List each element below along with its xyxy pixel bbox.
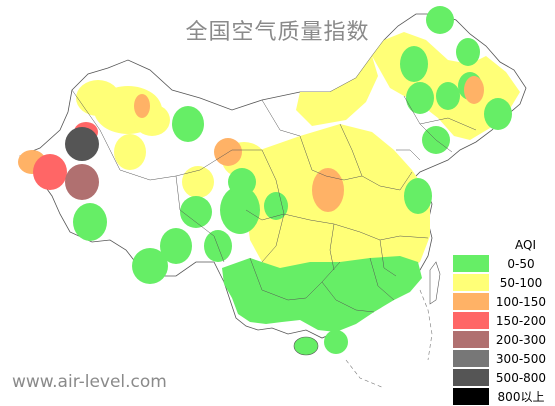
aqi-zone-500-800	[65, 127, 99, 161]
legend-item: 500-800	[453, 368, 553, 387]
site-watermark: www.air-level.com	[12, 372, 167, 392]
legend-item: 0-50	[453, 254, 553, 273]
legend-item: 300-500	[453, 349, 553, 368]
aqi-zone-100-150	[18, 76, 484, 212]
south-china-sea-lines	[345, 289, 433, 389]
legend-swatch	[453, 331, 489, 348]
legend-swatch	[453, 274, 489, 291]
legend-label: 300-500	[495, 351, 547, 366]
legend-swatch	[453, 369, 489, 386]
legend-swatch	[453, 312, 489, 329]
taiwan-island	[429, 261, 441, 305]
legend-label: 0-50	[507, 256, 535, 271]
legend-label: 800以上	[497, 390, 545, 404]
legend-label: 100-150	[495, 294, 547, 309]
aqi-zone-200-300	[65, 164, 99, 200]
legend-item: 100-150	[453, 292, 553, 311]
page-title: 全国空气质量指数	[185, 20, 370, 45]
legend-item: 150-200	[453, 311, 553, 330]
legend-item: 800以上	[453, 387, 553, 406]
province-borders	[71, 89, 477, 313]
legend-title: AQI	[515, 238, 536, 252]
aqi-legend: AQI 0-50 50-100 100-150 150-200 200-300 …	[453, 236, 553, 406]
legend-label: 500-800	[495, 370, 547, 385]
legend-swatch	[453, 350, 489, 367]
legend-label: 200-300	[495, 332, 547, 347]
legend-label: 50-100	[499, 275, 543, 290]
legend-item: 200-300	[453, 330, 553, 349]
hainan-island	[293, 336, 319, 356]
legend-swatch	[453, 293, 489, 310]
legend-label: 150-200	[495, 313, 547, 328]
legend-item: 50-100	[453, 273, 553, 292]
legend-swatch	[453, 255, 489, 272]
legend-swatch	[453, 388, 489, 405]
